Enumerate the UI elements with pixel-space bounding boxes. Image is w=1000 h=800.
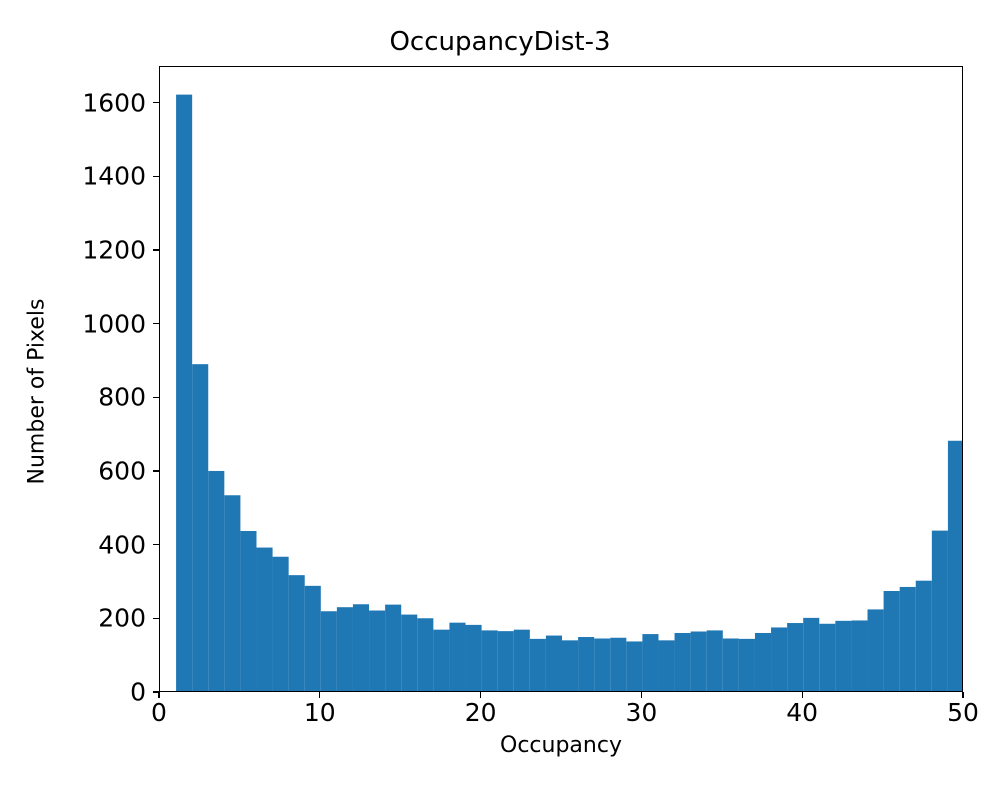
histogram-bar: [224, 495, 241, 691]
histogram-bar: [562, 640, 579, 691]
plot-axes: [159, 66, 963, 692]
x-tick-mark: [962, 692, 964, 698]
histogram-bar: [208, 470, 225, 691]
histogram-bar: [754, 632, 772, 691]
histogram-bar: [899, 586, 916, 691]
histogram-bar: [449, 622, 466, 691]
histogram-bar: [417, 618, 434, 691]
x-tick-label: 20: [464, 698, 497, 727]
x-tick-label: 10: [303, 698, 336, 727]
histogram-bar: [867, 609, 884, 691]
histogram-bar: [931, 530, 948, 691]
histogram-bar: [690, 631, 707, 691]
histogram-bar: [610, 637, 627, 691]
x-tick-mark: [640, 692, 643, 698]
histogram-bar: [738, 638, 755, 691]
histogram-bar: [192, 364, 209, 691]
histogram-bar: [545, 635, 562, 691]
histogram-bar: [497, 631, 514, 691]
histogram-bar: [819, 623, 836, 691]
x-tick-label: 30: [625, 698, 658, 727]
histogram-bar: [481, 630, 498, 691]
y-tick-label: 800: [98, 382, 146, 412]
histogram-bar: [272, 556, 289, 691]
histogram-bar: [369, 610, 386, 691]
histogram-bar: [722, 638, 739, 691]
histogram-bar: [594, 638, 611, 691]
x-tick-label: 50: [947, 698, 979, 727]
y-tick-label: 600: [98, 456, 146, 486]
histogram-bar: [288, 575, 305, 691]
histogram-bar: [626, 641, 643, 691]
histogram-bar: [256, 547, 273, 691]
histogram-bar: [706, 630, 723, 691]
y-tick-label: 400: [98, 530, 146, 560]
y-tick-label: 200: [98, 603, 146, 633]
page-title: OccupancyDist-3: [389, 27, 611, 57]
x-tick-mark: [479, 692, 482, 698]
y-tick-label: 1200: [82, 235, 146, 265]
histogram-bar: [336, 607, 353, 691]
histogram-bar: [176, 94, 193, 691]
histogram-bar: [771, 627, 788, 691]
histogram-bar: [803, 617, 820, 691]
histogram-bar: [352, 604, 370, 691]
histogram-bar: [240, 530, 257, 691]
x-tick-label: 0: [151, 698, 167, 727]
histogram-bar: [465, 624, 482, 691]
plot-area: [160, 67, 962, 691]
histogram-bar: [883, 591, 900, 691]
y-tick-label: 0: [130, 677, 146, 707]
histogram-bar: [385, 604, 402, 691]
histogram-bar: [642, 634, 659, 691]
histogram-bar: [513, 629, 530, 691]
histogram-bar: [433, 629, 450, 691]
y-tick-label: 1600: [82, 88, 146, 118]
x-tick-mark: [158, 692, 160, 698]
histogram-bar: [658, 640, 675, 691]
histogram-bar: [674, 632, 691, 691]
y-tick-label: 1000: [82, 309, 146, 339]
histogram-bar: [401, 614, 418, 691]
histogram-bar: [787, 623, 804, 691]
y-axis-label: Number of Pixels: [24, 298, 50, 485]
x-tick-mark: [801, 692, 803, 698]
histogram-bar: [947, 440, 962, 691]
histogram-bar: [578, 637, 595, 691]
x-axis-label: Occupancy: [500, 733, 622, 758]
histogram-bar: [320, 611, 337, 691]
histogram-bar: [304, 585, 321, 691]
histogram-bar: [835, 620, 852, 691]
histogram-bar: [529, 638, 546, 691]
x-tick-label: 40: [786, 698, 819, 727]
y-tick-label: 1400: [82, 161, 146, 191]
histogram-bars: [176, 94, 962, 691]
x-tick-mark: [319, 692, 321, 698]
histogram-bar: [915, 580, 932, 691]
histogram-bar: [851, 620, 868, 691]
